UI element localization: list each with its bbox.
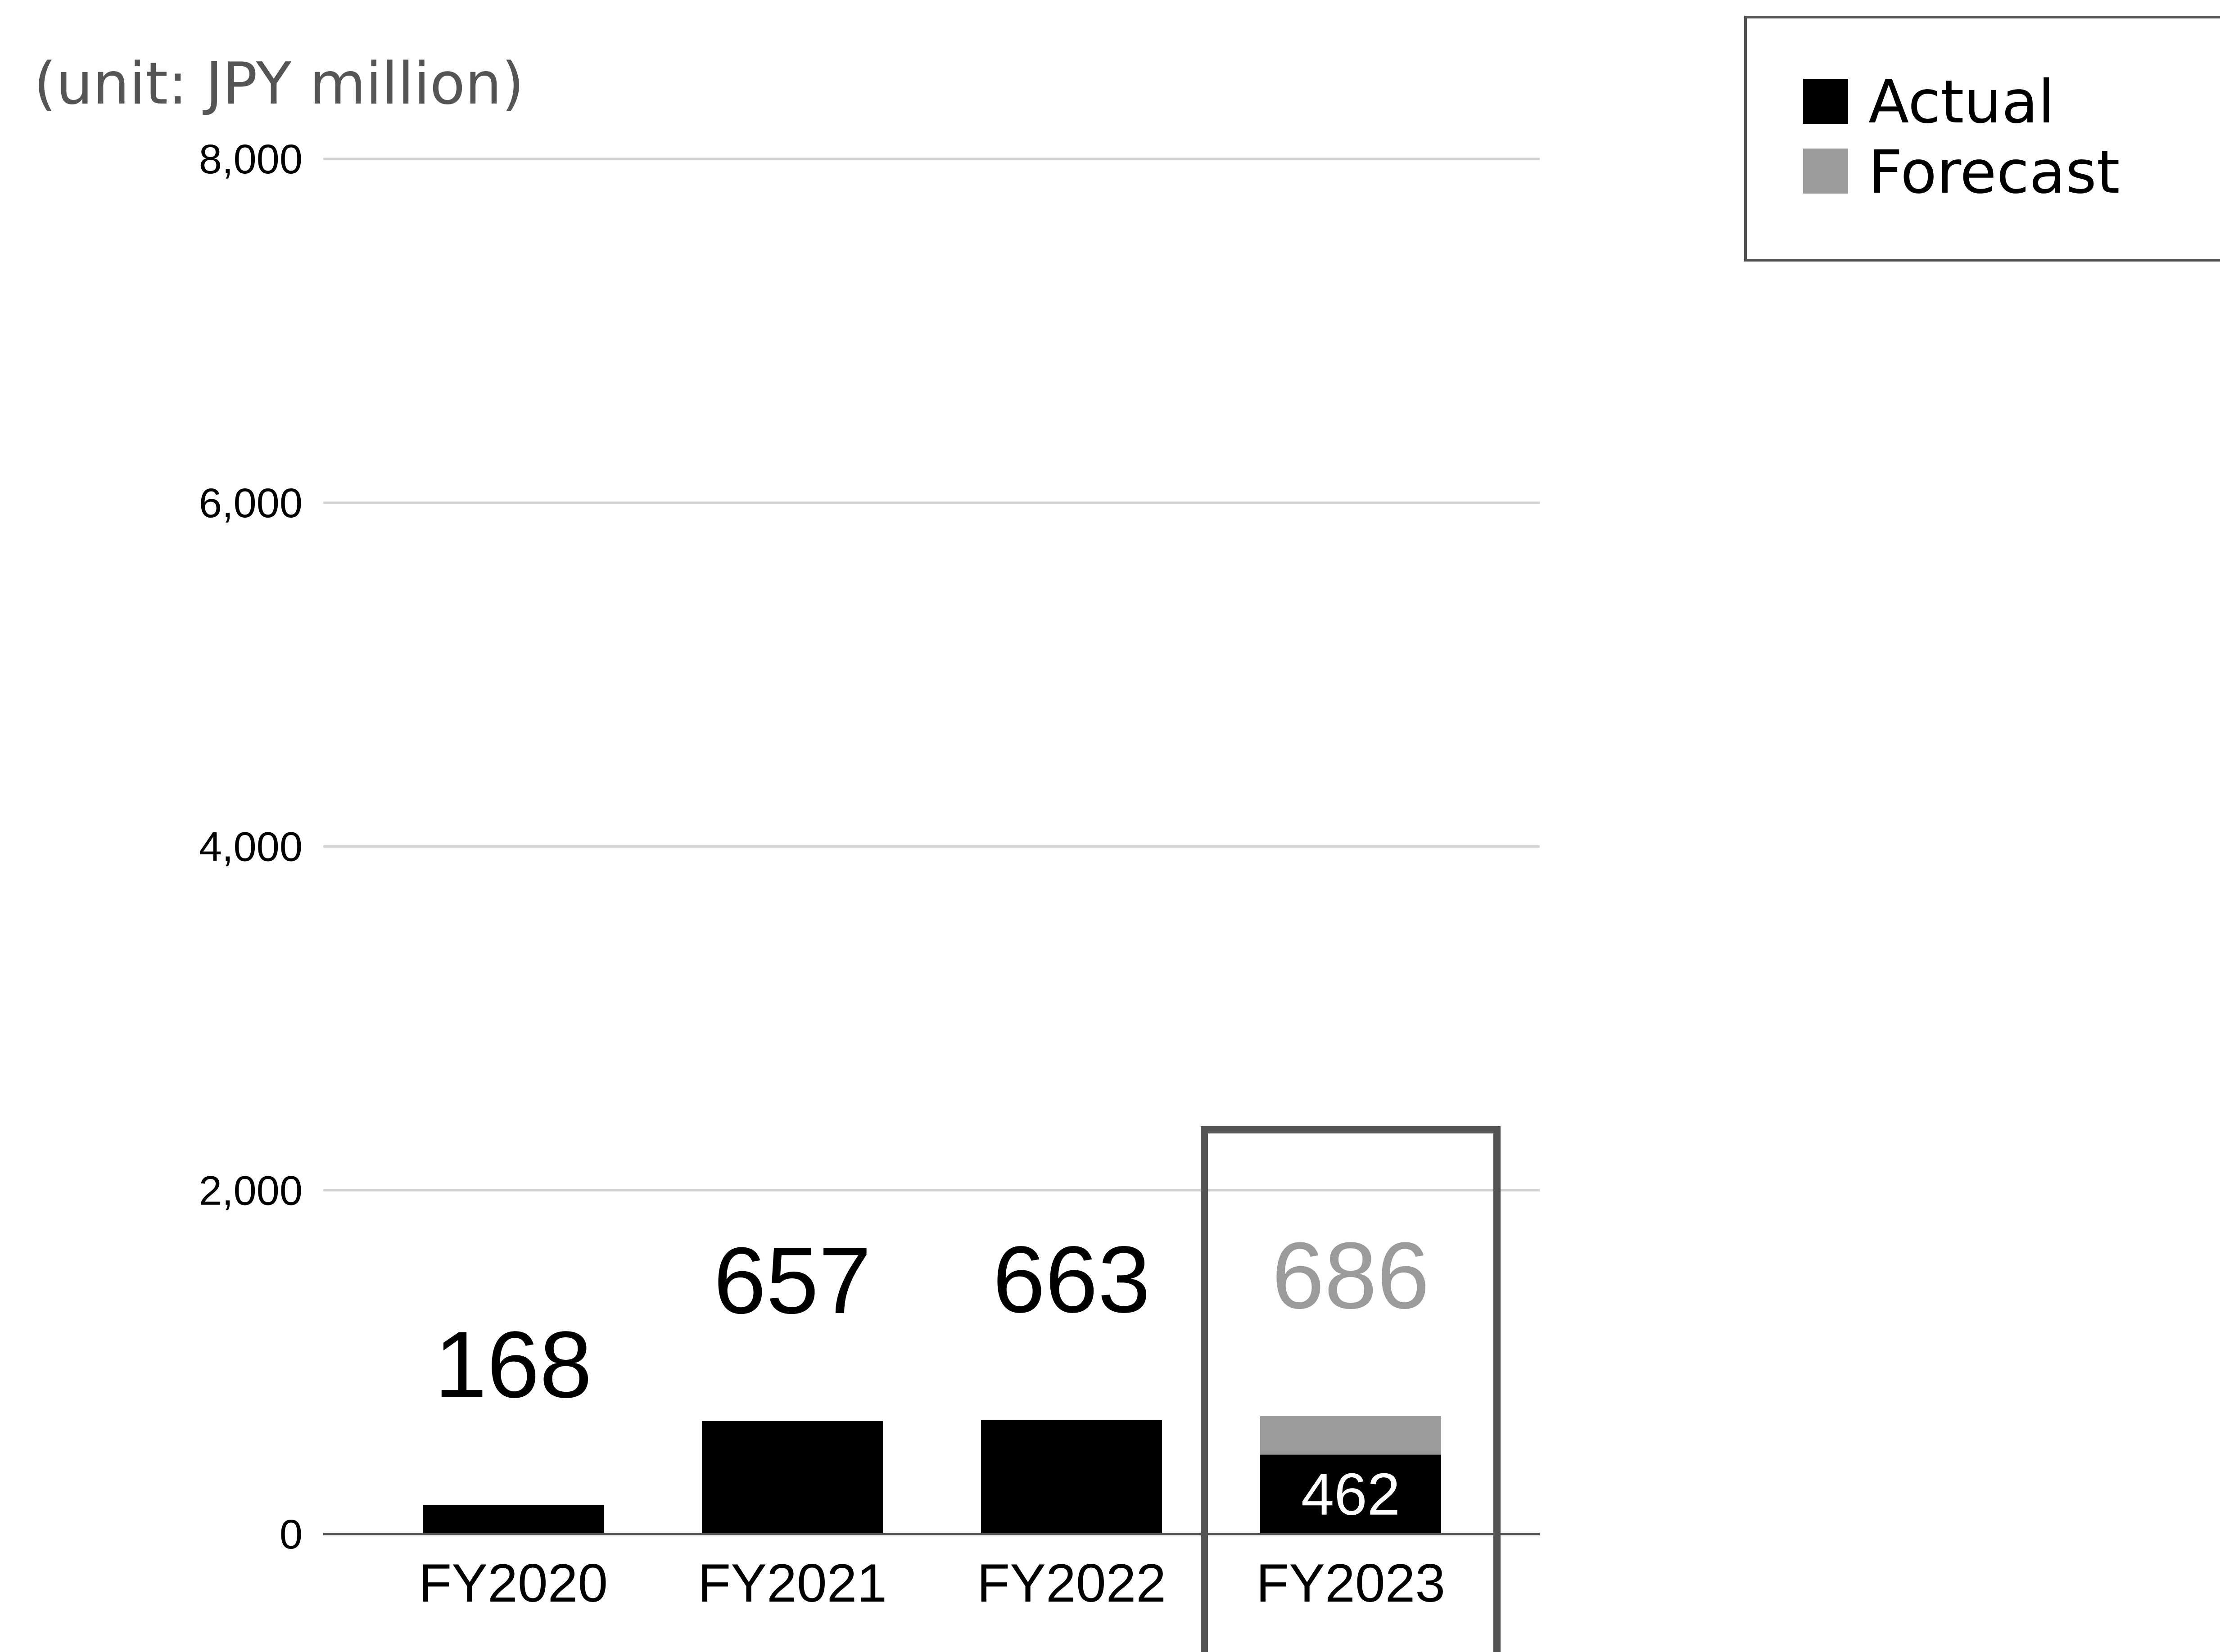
bar-actual — [981, 1420, 1162, 1534]
legend-swatch-forecast — [1803, 149, 1848, 194]
highlight-box — [1201, 1126, 1501, 1652]
total-value-label: 663 — [993, 1227, 1150, 1332]
inside-value-label: 462 — [1301, 1461, 1400, 1527]
x-category-label: FY2020 — [419, 1553, 608, 1613]
x-category-label: FY2022 — [977, 1553, 1166, 1613]
legend: Actual Forecast — [1744, 16, 2220, 262]
bar-actual — [702, 1421, 883, 1534]
gridlines — [323, 158, 1540, 1192]
total-value-label: 686 — [1272, 1223, 1429, 1328]
legend-label-actual: Actual — [1868, 68, 2055, 137]
total-value-label: 657 — [714, 1228, 871, 1333]
x-category-label: FY2021 — [698, 1553, 887, 1613]
bars — [423, 1416, 1441, 1534]
bar-forecast — [1260, 1416, 1441, 1455]
x-category-label: FY2023 — [1256, 1553, 1445, 1613]
value-labels: 168 657 663 686 462 — [434, 1223, 1429, 1527]
y-tick-label: 8,000 — [199, 136, 303, 182]
legend-label-forecast: Forecast — [1868, 138, 2120, 207]
legend-box — [1744, 16, 2220, 262]
bar-actual — [423, 1505, 604, 1534]
y-tick-label: 6,000 — [199, 480, 303, 526]
unit-label: (unit: JPY million) — [34, 50, 524, 117]
legend-swatch-actual — [1803, 79, 1848, 124]
y-tick-label: 4,000 — [199, 824, 303, 870]
y-tick-label: 0 — [280, 1512, 303, 1557]
x-axis-categories: FY2020 FY2021 FY2022 FY2023 — [419, 1553, 1445, 1613]
total-value-label: 168 — [434, 1312, 592, 1417]
bar-actual — [1260, 1454, 1441, 1534]
y-tick-label: 2,000 — [199, 1168, 303, 1214]
y-axis-ticks: 0 2,000 4,000 6,000 8,000 — [199, 136, 303, 1557]
